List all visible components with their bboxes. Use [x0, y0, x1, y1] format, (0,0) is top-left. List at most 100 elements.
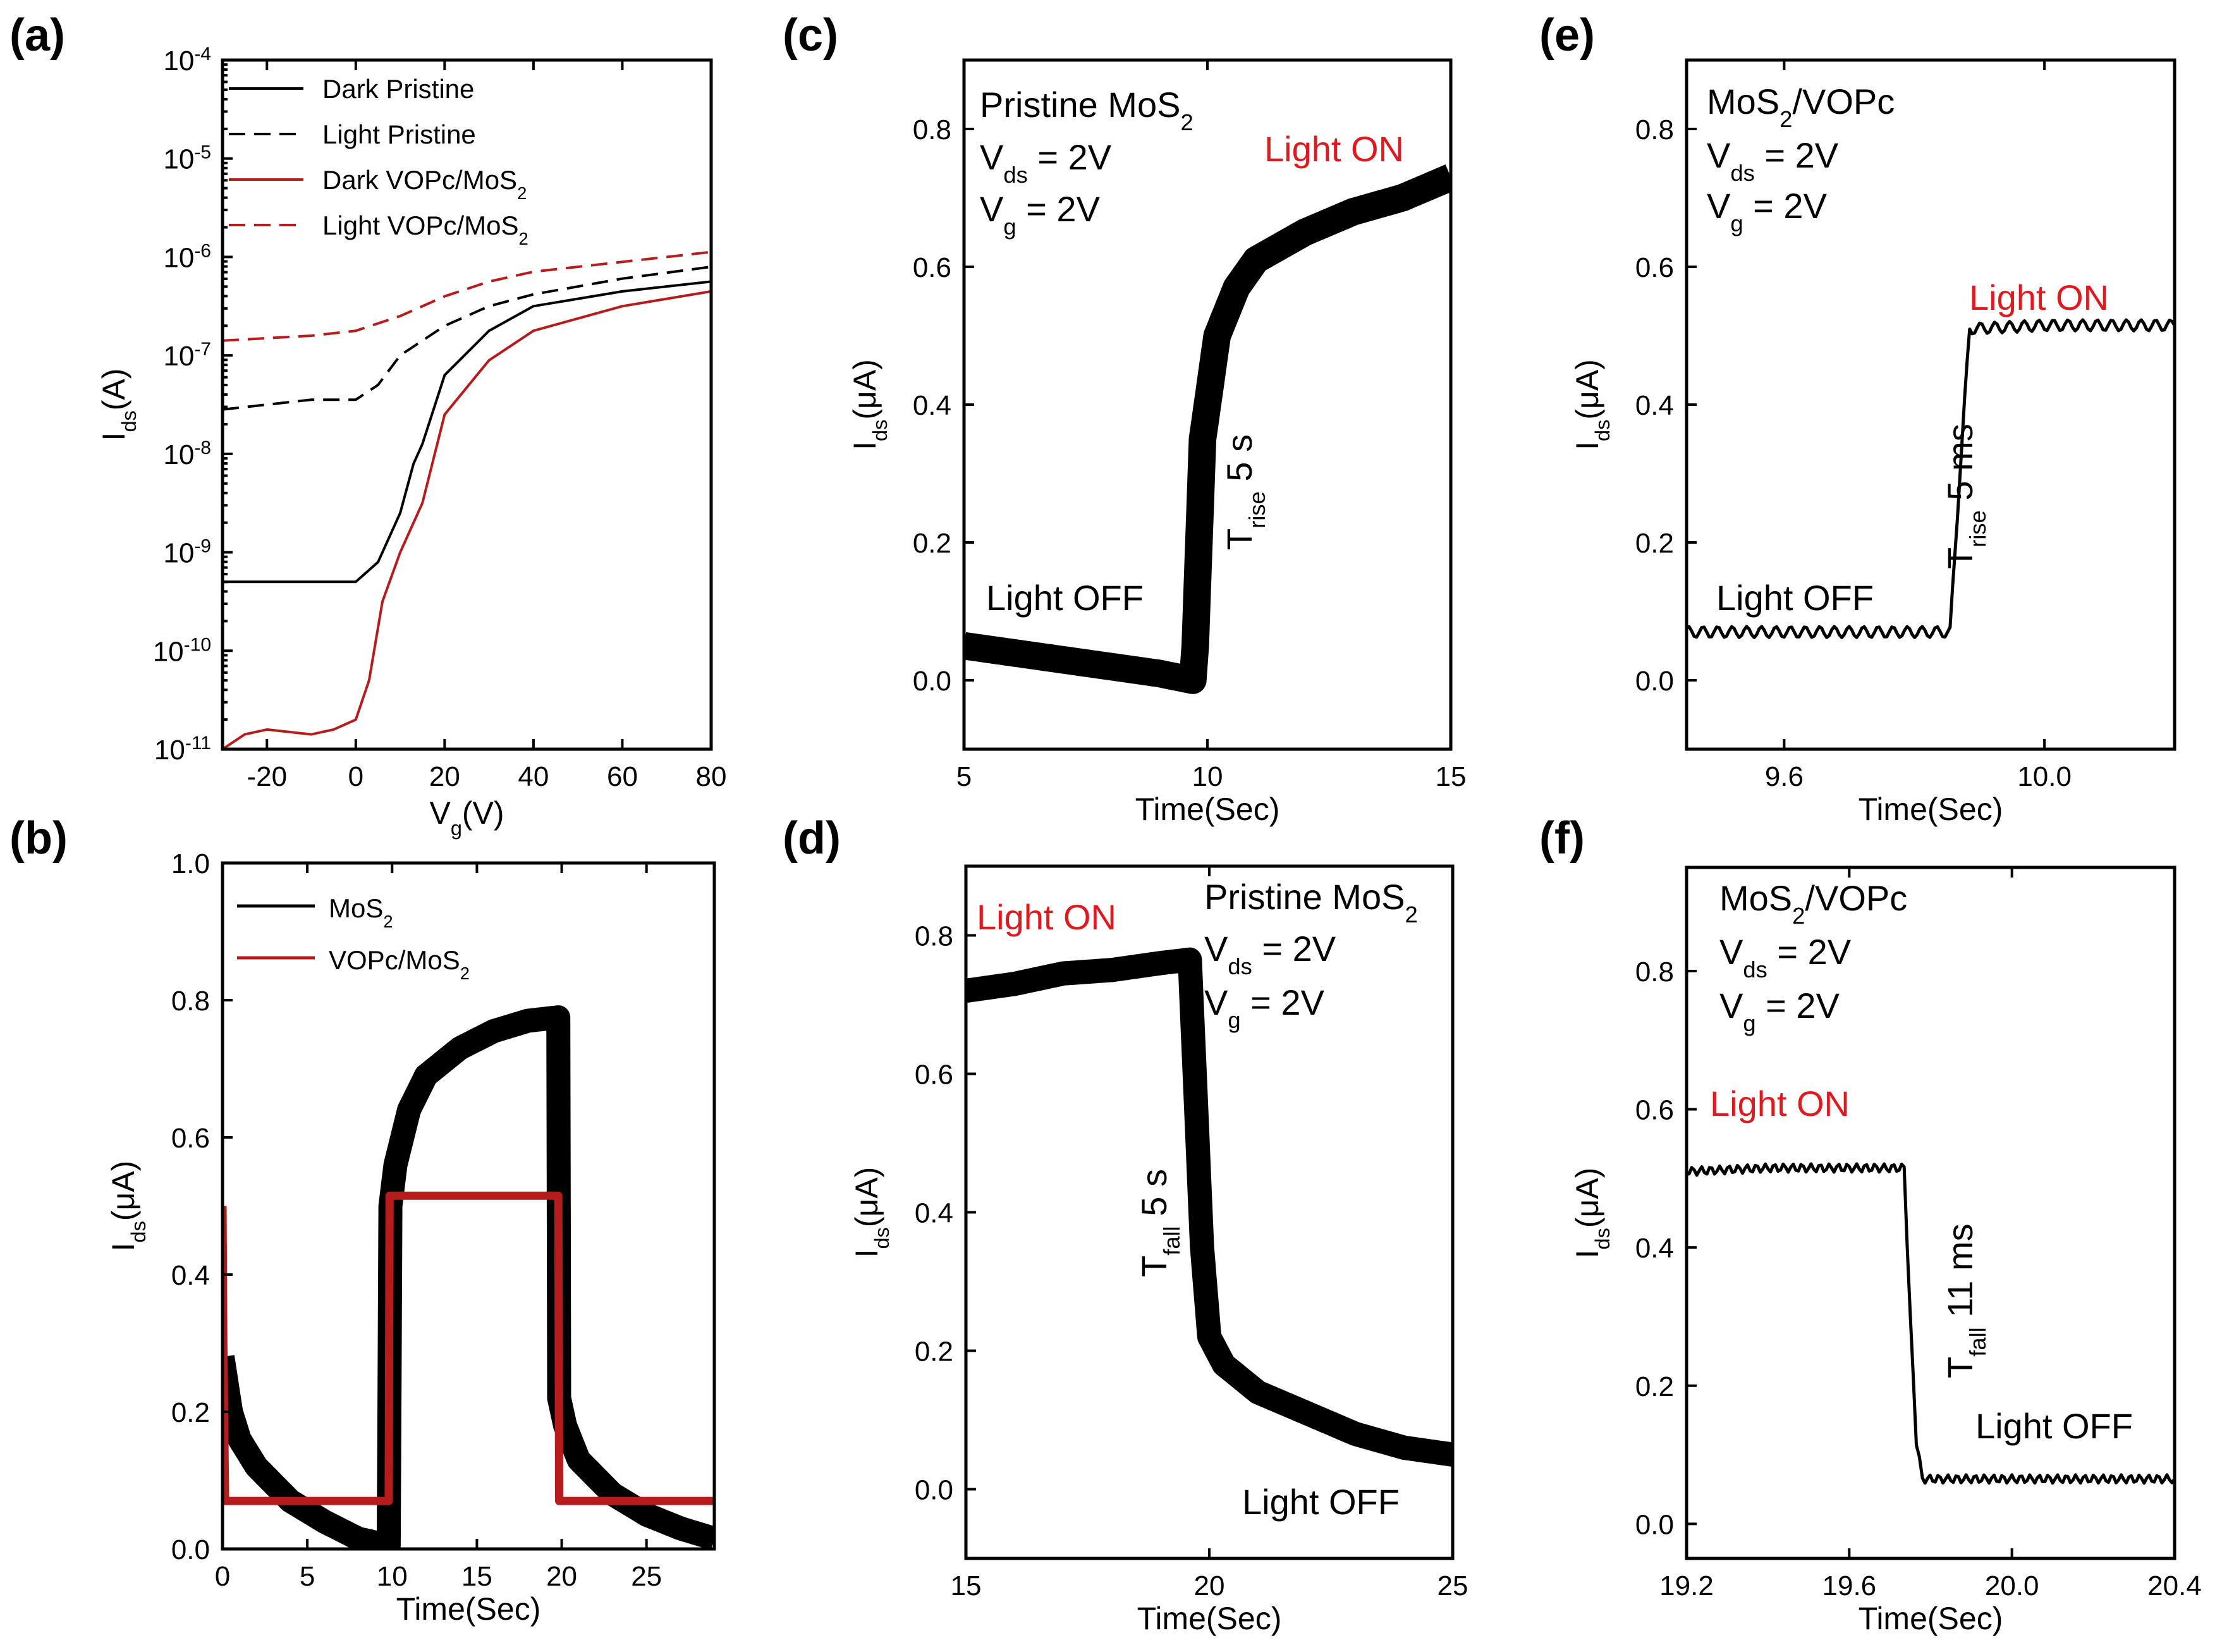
x-tick-label: 19.6: [1822, 1570, 1877, 1601]
series-line-dark-vopc-mos2: [223, 290, 711, 749]
y-tick-label: 0.0: [1635, 1509, 1674, 1540]
y-tick-label: 0.2: [1635, 1371, 1674, 1402]
x-axis-label: Time(Sec): [396, 1591, 541, 1627]
x-tick-label: 20: [1194, 1570, 1225, 1601]
x-tick-label: 10.0: [2017, 761, 2072, 792]
panel-d: (d) 15 20 25 0.0 0.2 0.4 0.6 0.8 Time(Sec) Ids(μA)…: [783, 813, 1468, 1636]
y-tick-label: 0.0: [915, 1475, 953, 1506]
vds-label: Vds = 2V: [980, 137, 1112, 188]
legend-label: VOPc/MoS2: [329, 945, 470, 983]
light-on-label: Light ON: [1969, 278, 2109, 317]
x-tick-label: 19.2: [1659, 1570, 1714, 1601]
x-tick-label: 20.4: [2147, 1570, 2202, 1601]
vds-label: Vds = 2V: [1707, 135, 1839, 186]
plot-area: [223, 1005, 714, 1549]
y-tick-label: 0.8: [915, 921, 953, 952]
device-label: Pristine MoS2: [980, 85, 1193, 135]
x-tick-label: -20: [247, 761, 287, 792]
plot-area: [964, 164, 1451, 694]
series-line-mos2: [223, 1005, 714, 1549]
x-tick-label: 10: [1192, 761, 1223, 792]
y-tick-label: 10-10: [153, 634, 211, 668]
y-tick-label: 0.8: [1635, 114, 1674, 145]
x-tick-label: 5: [956, 761, 972, 792]
plot-area: [1687, 1162, 2175, 1485]
y-tick-label: 10-6: [163, 240, 211, 274]
x-tick-label: 15: [1436, 761, 1467, 792]
series-line-mos2-vopc: [1687, 318, 2175, 639]
panel-label: (a): [9, 10, 65, 61]
x-axis-label: Time(Sec): [1137, 1601, 1282, 1636]
y-tick-label: 1.0: [171, 848, 210, 879]
panel-label: (e): [1539, 10, 1595, 61]
legend-label: Dark Pristine: [322, 74, 474, 104]
plot-area: [966, 947, 1453, 1467]
light-off-label: Light OFF: [1242, 1482, 1400, 1522]
series-line-mos2-vopc: [1687, 1162, 2175, 1485]
y-tick-label: 10-5: [163, 142, 211, 175]
x-tick-label: 25: [1438, 1570, 1468, 1601]
series-line-pristine-mos2: [966, 947, 1453, 1467]
time-constant-label: Trise 5 ms: [1940, 424, 1991, 569]
y-tick-label: 10-8: [163, 437, 211, 470]
device-label: MoS2/VOPc: [1719, 878, 1907, 929]
x-tick-label: 20: [546, 1561, 577, 1592]
y-tick-label: 0.6: [1635, 252, 1674, 283]
panel-label: (f): [1539, 813, 1585, 864]
y-tick-label: 0.4: [913, 390, 951, 421]
series-line-dark-pristine: [223, 280, 711, 584]
vds-label: Vds = 2V: [1719, 932, 1852, 982]
y-tick-label: 0.8: [171, 986, 210, 1017]
y-tick-label: 0.4: [915, 1198, 953, 1229]
series-line-light-vopc-mos2: [223, 250, 711, 342]
panel-label: (b): [9, 813, 68, 864]
light-on-label: Light ON: [1264, 129, 1404, 169]
y-axis-label: Ids(μA): [1570, 359, 1614, 450]
time-constant-label: Tfall 5 s: [1134, 1169, 1185, 1277]
y-tick-label: 10-9: [163, 535, 211, 569]
y-tick-label: 0.0: [913, 666, 951, 697]
y-axis-label: Ids(μA): [1570, 1168, 1614, 1259]
panel-a: (a) -20 0 20 40 60 80 10-11 10-10 10-9 10-8 10-7 10-…: [9, 10, 726, 840]
series-line-vopc-mos2: [223, 1191, 714, 1505]
x-tick-label: 15: [461, 1561, 492, 1592]
x-tick-label: 10: [377, 1561, 408, 1592]
vds-label: Vds = 2V: [1204, 929, 1336, 979]
y-tick-label: 0.2: [913, 528, 951, 559]
panel-e: (e) 9.6 10.0 0.0 0.2 0.4 0.6 0.8 Time(Sec) Ids(μA…: [1539, 10, 2176, 827]
y-tick-label: 0.2: [915, 1337, 953, 1367]
x-tick-label: 0: [348, 761, 363, 792]
axes-frame: [221, 58, 713, 751]
vg-label: Vg = 2V: [1719, 986, 1840, 1036]
x-tick-label: 25: [631, 1561, 662, 1592]
legend-label: Dark VOPc/MoS2: [322, 165, 527, 203]
x-tick-label: 15: [951, 1570, 982, 1601]
x-axis-label: Time(Sec): [1859, 1601, 2003, 1636]
plot-area: [1687, 318, 2175, 639]
y-tick-label: 0.6: [1635, 1095, 1674, 1126]
x-axis-label: Time(Sec): [1135, 792, 1280, 827]
axes-frame: [1685, 866, 2176, 1560]
y-tick-label: 0.4: [1635, 1233, 1674, 1264]
plot-area: [223, 250, 711, 749]
y-tick-label: 0.6: [171, 1123, 210, 1154]
device-label: MoS2/VOPc: [1707, 82, 1895, 132]
light-off-label: Light OFF: [986, 578, 1144, 618]
axes-frame: [221, 861, 716, 1551]
y-tick-label: 0.0: [171, 1534, 210, 1565]
y-axis-label: Ids(μA): [847, 359, 891, 450]
panel-label: (c): [783, 10, 838, 61]
series-line-light-pristine: [223, 266, 711, 411]
time-constant-label: Trise 5 s: [1219, 434, 1270, 550]
x-tick-label: 5: [300, 1561, 315, 1592]
y-tick-label: 0.2: [1635, 528, 1674, 559]
time-constant-label: Tfall 11 ms: [1940, 1223, 1991, 1378]
y-tick-label: 10-11: [154, 733, 211, 766]
panel-label: (d): [783, 813, 841, 864]
y-tick-label: 0.6: [915, 1060, 953, 1091]
x-tick-label: 0: [215, 1561, 230, 1592]
legend-label: MoS2: [329, 893, 393, 931]
series-line-pristine-mos2: [964, 164, 1451, 694]
x-tick-label: 40: [518, 761, 549, 792]
